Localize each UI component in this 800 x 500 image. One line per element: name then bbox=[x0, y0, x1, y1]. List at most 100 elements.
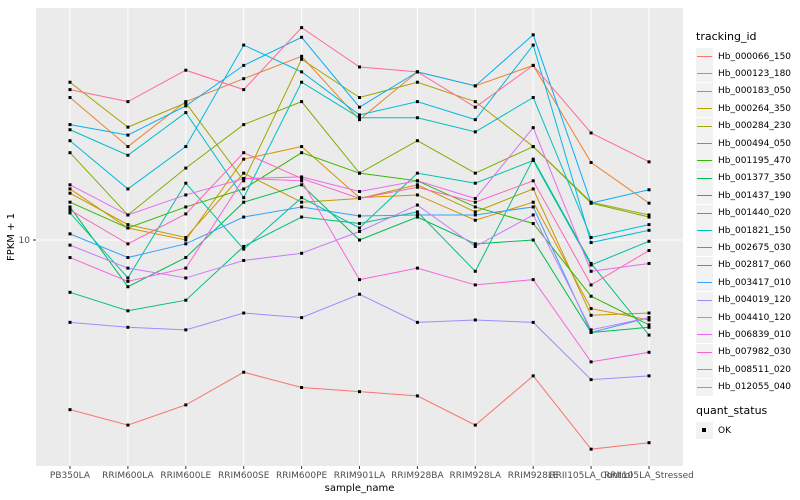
data-point bbox=[242, 370, 246, 374]
data-point bbox=[589, 307, 593, 311]
x-tick-label: RRIM928BA bbox=[391, 471, 444, 481]
data-point bbox=[300, 316, 304, 320]
data-point bbox=[68, 191, 72, 195]
legend-item-label: Hb_001377_350 bbox=[718, 173, 792, 184]
data-point bbox=[68, 96, 72, 100]
data-point bbox=[68, 290, 72, 294]
data-point bbox=[68, 211, 72, 215]
data-point bbox=[531, 158, 535, 162]
data-point bbox=[473, 197, 477, 201]
data-point bbox=[589, 313, 593, 317]
data-point bbox=[647, 261, 651, 265]
data-point bbox=[589, 236, 593, 240]
data-point bbox=[473, 84, 477, 88]
x-tick-label: RRII105LA_Stressed bbox=[604, 471, 694, 481]
data-point bbox=[184, 242, 188, 246]
data-point bbox=[242, 311, 246, 315]
data-point bbox=[589, 330, 593, 334]
data-point bbox=[415, 203, 419, 207]
data-point bbox=[473, 210, 477, 214]
data-point bbox=[473, 242, 477, 246]
data-point bbox=[242, 247, 246, 251]
data-point bbox=[531, 126, 535, 130]
data-point bbox=[531, 320, 535, 324]
data-point bbox=[358, 238, 361, 242]
data-point bbox=[242, 200, 246, 204]
data-point bbox=[647, 239, 651, 243]
data-point bbox=[184, 181, 188, 185]
legend-item-label: Hb_002675_030 bbox=[718, 242, 792, 253]
data-point bbox=[647, 350, 651, 354]
data-point bbox=[68, 208, 72, 212]
data-point bbox=[300, 26, 304, 30]
x-tick-label: RRIM901LA bbox=[334, 471, 386, 481]
x-tick-label: RRIM600PE bbox=[276, 471, 328, 481]
data-point bbox=[415, 80, 419, 84]
legend-item-Hb_000494_050: Hb_000494_050 bbox=[696, 135, 791, 152]
data-point bbox=[184, 205, 188, 209]
y-axis-title: FPKM + 1 bbox=[6, 213, 17, 261]
data-point bbox=[300, 100, 304, 104]
data-point bbox=[358, 189, 361, 193]
data-point bbox=[300, 176, 304, 180]
line-swatch-icon bbox=[696, 361, 713, 379]
data-point bbox=[68, 88, 72, 92]
line-swatch-icon bbox=[696, 256, 713, 274]
data-point bbox=[300, 251, 304, 255]
data-point bbox=[68, 80, 72, 84]
data-point bbox=[242, 196, 246, 200]
data-point bbox=[300, 179, 304, 183]
legend-item-Hb_003417_010: Hb_003417_010 bbox=[696, 274, 791, 292]
data-point bbox=[68, 128, 72, 132]
data-point bbox=[647, 215, 651, 219]
data-point bbox=[358, 116, 361, 120]
x-tick-label: RRII105LA_Control bbox=[549, 471, 632, 481]
data-point bbox=[242, 151, 246, 155]
data-point bbox=[531, 145, 535, 149]
data-point bbox=[531, 43, 535, 47]
data-point bbox=[126, 145, 130, 149]
data-point bbox=[300, 200, 304, 204]
legend-item-Hb_001821_150: Hb_001821_150 bbox=[696, 222, 791, 239]
data-point bbox=[126, 187, 130, 191]
data-point bbox=[126, 256, 130, 260]
data-point bbox=[415, 320, 419, 324]
data-point bbox=[531, 221, 535, 225]
data-point bbox=[531, 278, 535, 282]
data-point bbox=[589, 161, 593, 165]
data-point bbox=[473, 205, 477, 209]
data-point bbox=[68, 123, 72, 127]
data-point bbox=[358, 118, 361, 122]
legend-item-label: Hb_012055_040 bbox=[718, 382, 792, 393]
data-point bbox=[473, 171, 477, 175]
data-point bbox=[531, 205, 535, 209]
line-swatch-icon bbox=[696, 187, 713, 205]
data-point bbox=[300, 35, 304, 39]
data-point bbox=[242, 43, 246, 47]
data-point bbox=[358, 105, 361, 109]
data-point bbox=[126, 213, 130, 217]
data-point bbox=[531, 187, 535, 191]
data-point bbox=[126, 153, 130, 157]
data-point bbox=[647, 223, 651, 227]
data-point bbox=[300, 175, 304, 179]
legend-item-label: Hb_001195_470 bbox=[718, 155, 792, 166]
data-point bbox=[473, 100, 477, 104]
legend-item-label: Hb_000264_350 bbox=[718, 103, 792, 114]
legend-item-Hb_001437_190: Hb_001437_190 bbox=[696, 187, 791, 205]
y-tick-label: 10 bbox=[19, 236, 31, 246]
data-point bbox=[242, 187, 246, 191]
data-point bbox=[184, 403, 188, 407]
data-point bbox=[184, 145, 188, 149]
data-point bbox=[184, 328, 188, 332]
data-point bbox=[415, 210, 419, 214]
data-point bbox=[242, 258, 246, 262]
data-point bbox=[126, 100, 130, 104]
data-point bbox=[300, 70, 304, 74]
data-point bbox=[473, 244, 477, 248]
legend-item-Hb_004019_120: Hb_004019_120 bbox=[696, 291, 791, 309]
data-point bbox=[647, 249, 651, 253]
line-swatch-icon bbox=[696, 378, 713, 396]
legend-item-Hb_001195_470: Hb_001195_470 bbox=[696, 152, 792, 170]
